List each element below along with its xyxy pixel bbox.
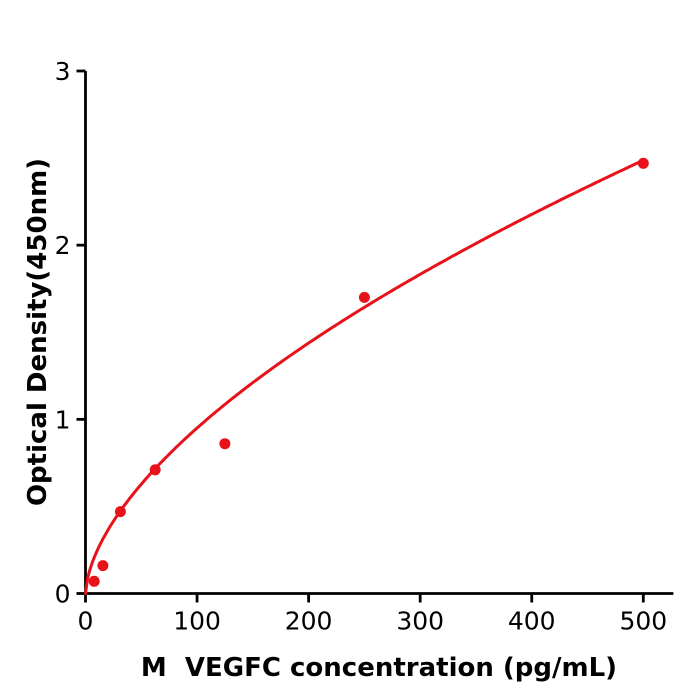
x-axis-title: M VEGFC concentration (pg/mL) xyxy=(141,653,617,683)
data-point xyxy=(97,560,109,572)
x-tick-label: 100 xyxy=(173,607,221,636)
y-tick-label: 1 xyxy=(55,405,71,434)
x-tick-label: 500 xyxy=(619,607,667,636)
y-tick-label: 2 xyxy=(55,231,71,260)
x-tick-label: 300 xyxy=(396,607,444,636)
data-point xyxy=(219,438,231,450)
x-tick-label: 400 xyxy=(508,607,556,636)
data-point xyxy=(358,291,370,303)
x-tick-label: 200 xyxy=(285,607,333,636)
x-tick-label: 0 xyxy=(78,607,94,636)
fitted-curve xyxy=(84,158,645,595)
y-tick-label: 3 xyxy=(55,57,71,86)
data-point xyxy=(149,464,161,476)
y-tick-label: 0 xyxy=(55,580,71,609)
data-point xyxy=(88,575,100,587)
y-axis-title: Optical Density(450nm) xyxy=(23,158,53,506)
plot-area: 0 100 200 300 400 500 0 1 2 3 xyxy=(55,57,674,636)
data-point xyxy=(637,157,649,169)
data-point xyxy=(114,506,126,518)
